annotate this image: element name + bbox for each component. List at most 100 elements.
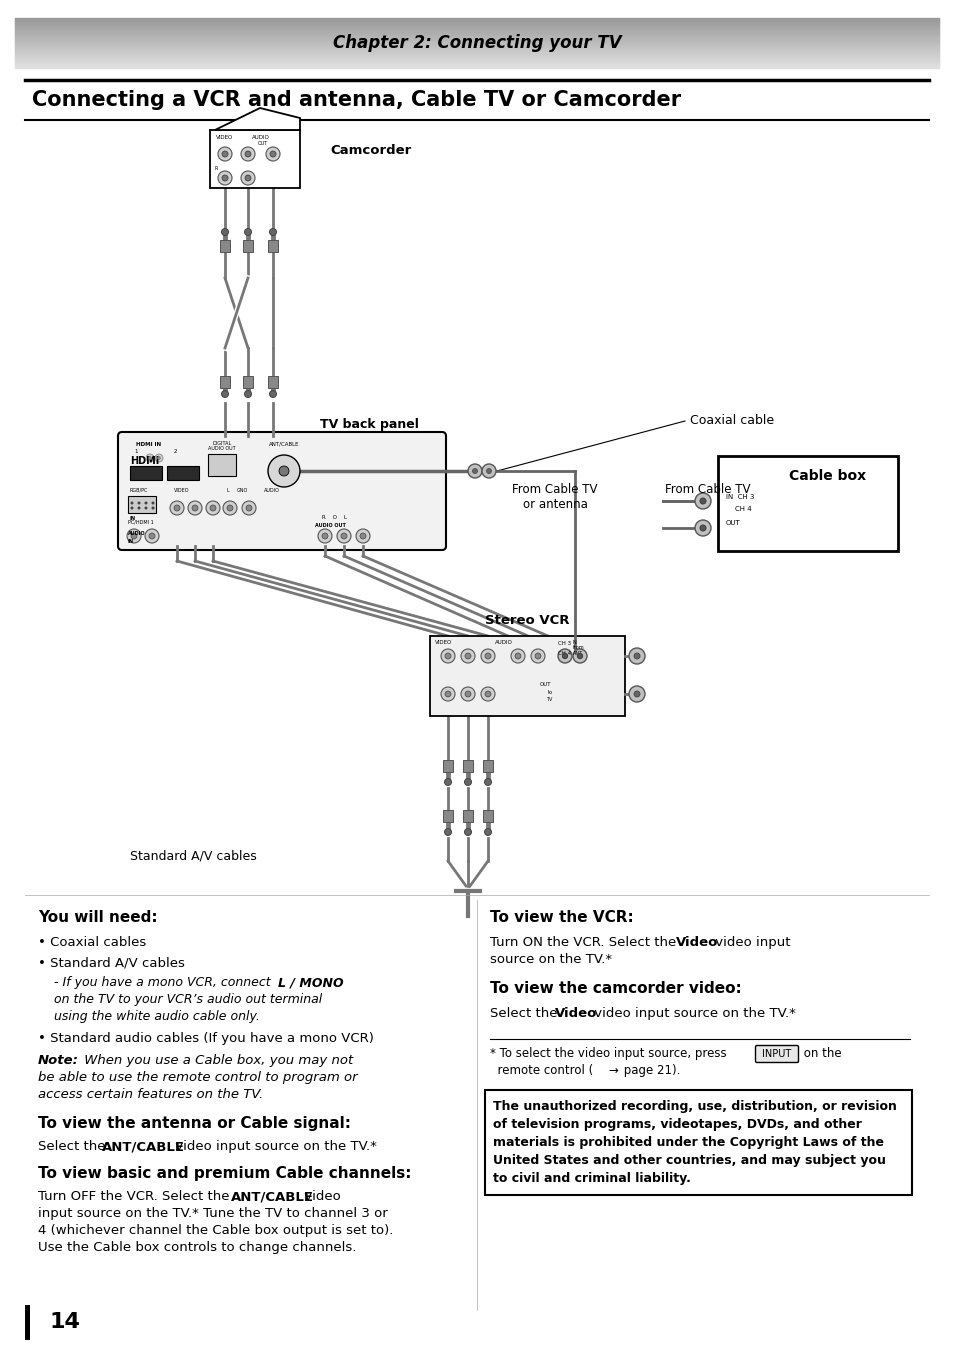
- Bar: [718, 456, 897, 552]
- Circle shape: [137, 507, 140, 510]
- Text: VIDEO: VIDEO: [215, 135, 233, 141]
- Circle shape: [241, 147, 254, 161]
- Circle shape: [192, 506, 198, 511]
- Circle shape: [531, 649, 544, 662]
- Text: IN  CH 3: IN CH 3: [725, 493, 754, 500]
- Text: TV: TV: [545, 698, 552, 702]
- Circle shape: [472, 469, 477, 473]
- Circle shape: [144, 507, 148, 510]
- Circle shape: [152, 507, 154, 510]
- Circle shape: [317, 529, 332, 544]
- Text: VIDEO: VIDEO: [435, 639, 452, 645]
- Circle shape: [336, 529, 351, 544]
- Text: Camcorder: Camcorder: [330, 143, 411, 157]
- Text: AUDIO: AUDIO: [264, 488, 279, 493]
- Circle shape: [241, 170, 254, 185]
- Circle shape: [245, 174, 251, 181]
- Text: ANT: ANT: [573, 652, 582, 656]
- Text: HDMI: HDMI: [130, 456, 159, 466]
- Text: From Cable TV
or antenna: From Cable TV or antenna: [512, 483, 598, 511]
- Circle shape: [246, 506, 252, 511]
- Circle shape: [634, 653, 639, 658]
- Text: Use the Cable box controls to change channels.: Use the Cable box controls to change cha…: [38, 1241, 356, 1255]
- Text: IN: IN: [128, 539, 134, 544]
- Text: input source on the TV.* Tune the TV to channel 3 or: input source on the TV.* Tune the TV to …: [38, 1207, 387, 1220]
- Bar: [442, 810, 453, 822]
- Text: CH 3: CH 3: [558, 641, 571, 646]
- Circle shape: [460, 687, 475, 700]
- Circle shape: [444, 779, 451, 786]
- Circle shape: [481, 464, 496, 479]
- Bar: [484, 1090, 911, 1195]
- Text: video input: video input: [710, 936, 790, 949]
- Bar: [208, 454, 235, 476]
- Circle shape: [535, 653, 540, 658]
- Circle shape: [188, 502, 202, 515]
- Circle shape: [222, 174, 228, 181]
- Text: AUDIO: AUDIO: [252, 135, 270, 141]
- Text: N: N: [573, 639, 577, 645]
- Text: VIDEO: VIDEO: [173, 488, 190, 493]
- Text: video input source on the TV.*: video input source on the TV.*: [589, 1007, 795, 1019]
- Circle shape: [131, 507, 133, 510]
- Bar: [25, 1305, 30, 1340]
- Text: OUT: OUT: [257, 141, 268, 146]
- Circle shape: [573, 649, 586, 662]
- Text: R    O    L: R O L: [322, 515, 347, 521]
- Circle shape: [278, 466, 289, 476]
- Circle shape: [464, 691, 471, 698]
- Text: To view the camcorder video:: To view the camcorder video:: [490, 982, 741, 996]
- Text: PC/HDMI 1: PC/HDMI 1: [128, 521, 153, 525]
- Text: Turn ON the VCR. Select the: Turn ON the VCR. Select the: [490, 936, 679, 949]
- Text: remote control (: remote control (: [490, 1064, 593, 1078]
- Circle shape: [222, 151, 228, 157]
- Circle shape: [484, 779, 491, 786]
- Circle shape: [218, 170, 232, 185]
- Text: ANT/CABLE: ANT/CABLE: [102, 1140, 185, 1153]
- Text: DIGITAL: DIGITAL: [213, 441, 232, 446]
- Circle shape: [131, 502, 133, 504]
- Circle shape: [634, 691, 639, 698]
- Text: using the white audio cable only.: using the white audio cable only.: [54, 1010, 259, 1023]
- Circle shape: [460, 649, 475, 662]
- Text: Turn OFF the VCR. Select the: Turn OFF the VCR. Select the: [38, 1190, 233, 1203]
- Text: Cable box: Cable box: [789, 469, 865, 483]
- Circle shape: [486, 469, 491, 473]
- Circle shape: [464, 829, 471, 836]
- Text: The unauthorized recording, use, distribution, or revision: The unauthorized recording, use, distrib…: [493, 1101, 896, 1113]
- Bar: [430, 635, 624, 717]
- Text: Chapter 2: Connecting your TV: Chapter 2: Connecting your TV: [333, 34, 620, 51]
- Text: source on the TV.*: source on the TV.*: [490, 953, 612, 965]
- Circle shape: [322, 533, 328, 539]
- Circle shape: [480, 649, 495, 662]
- Text: OUT: OUT: [725, 521, 740, 526]
- Text: from: from: [573, 645, 584, 650]
- Text: of television programs, videotapes, DVDs, and other: of television programs, videotapes, DVDs…: [493, 1118, 861, 1132]
- Text: AUDIO: AUDIO: [495, 639, 513, 645]
- Circle shape: [149, 533, 154, 539]
- Circle shape: [268, 456, 299, 487]
- Circle shape: [484, 653, 491, 658]
- Circle shape: [628, 648, 644, 664]
- Text: ANT/CABLE: ANT/CABLE: [269, 441, 299, 446]
- Circle shape: [221, 228, 229, 235]
- Bar: [482, 810, 493, 822]
- FancyBboxPatch shape: [755, 1045, 798, 1063]
- Text: 2: 2: [173, 449, 177, 454]
- Bar: [243, 241, 253, 251]
- Circle shape: [152, 502, 154, 504]
- Circle shape: [269, 391, 276, 397]
- Text: Connecting a VCR and antenna, Cable TV or Camcorder: Connecting a VCR and antenna, Cable TV o…: [32, 91, 680, 110]
- Circle shape: [359, 533, 366, 539]
- Text: To view the VCR:: To view the VCR:: [490, 910, 633, 925]
- Bar: [220, 241, 230, 251]
- Text: - If you have a mono VCR, connect: - If you have a mono VCR, connect: [54, 976, 274, 990]
- Circle shape: [173, 506, 180, 511]
- Text: Video: Video: [676, 936, 718, 949]
- Text: to: to: [547, 690, 553, 695]
- Circle shape: [515, 653, 520, 658]
- Circle shape: [146, 454, 153, 462]
- Text: • Standard audio cables (If you have a mono VCR): • Standard audio cables (If you have a m…: [38, 1032, 374, 1045]
- Text: Standard A/V cables: Standard A/V cables: [130, 849, 256, 863]
- Circle shape: [218, 147, 232, 161]
